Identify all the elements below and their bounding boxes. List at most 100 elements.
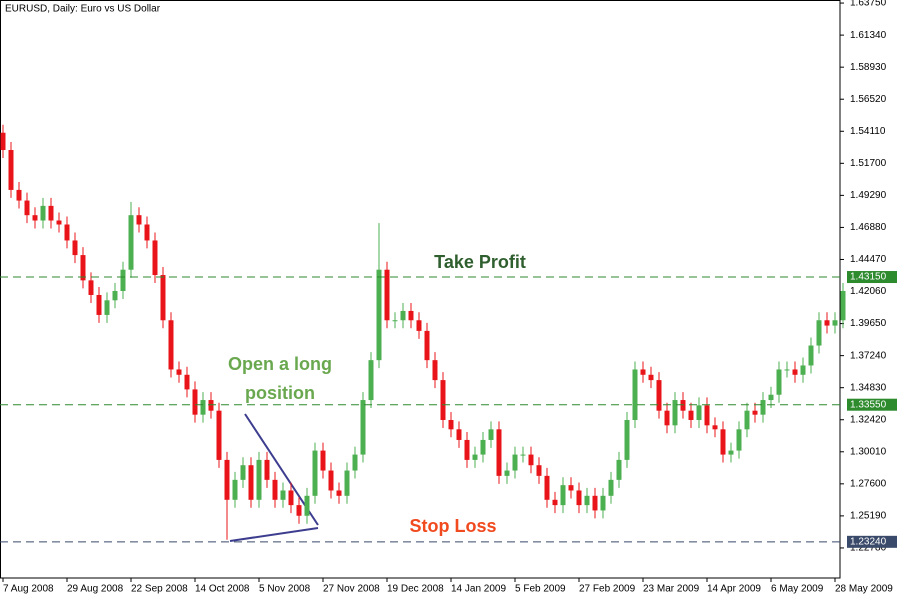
candle-body xyxy=(832,320,838,326)
candle-body xyxy=(544,475,550,500)
candle-body xyxy=(776,369,782,395)
candle-body xyxy=(808,345,814,366)
candle-body xyxy=(232,479,238,500)
candle-body xyxy=(512,454,518,471)
candle-body xyxy=(216,410,222,460)
candle-body xyxy=(552,499,558,506)
y-tick-label: 1.27600 xyxy=(850,478,887,489)
annotation: Open a long position xyxy=(227,354,332,403)
candle-body xyxy=(440,380,446,421)
y-tick-label: 1.25190 xyxy=(850,511,887,522)
candle-body xyxy=(200,400,206,415)
x-tick-label: 6 May 2009 xyxy=(771,584,824,595)
candle-body xyxy=(616,459,622,480)
y-tick-label: 1.46880 xyxy=(850,222,887,233)
y-tick-label: 1.51700 xyxy=(850,158,887,169)
candle-body xyxy=(496,429,502,476)
y-tick-label: 1.56520 xyxy=(850,94,887,105)
x-tick-label: 27 Feb 2009 xyxy=(579,584,636,595)
price-label: 1.33550 xyxy=(850,399,887,410)
candle-body xyxy=(280,490,286,500)
candle-body xyxy=(40,205,46,221)
candle-body xyxy=(520,454,526,456)
x-tick-label: 22 Sep 2008 xyxy=(131,584,188,595)
candle-body xyxy=(272,479,278,500)
candle-body xyxy=(160,275,166,321)
candle-body xyxy=(304,495,310,516)
candle-body xyxy=(736,429,742,451)
price-label-box xyxy=(847,398,897,411)
candle-body xyxy=(264,459,270,480)
x-tick-label: 14 Apr 2009 xyxy=(707,584,761,595)
candle-body xyxy=(536,465,542,476)
x-tick-label: 19 Dec 2008 xyxy=(387,584,444,595)
candle-body xyxy=(336,490,342,496)
candle-body xyxy=(208,400,214,411)
candle-body xyxy=(728,450,734,455)
candle-body xyxy=(672,400,678,426)
candle-body xyxy=(352,454,358,471)
candle-body xyxy=(744,410,750,430)
candle-body xyxy=(824,320,830,326)
candle-body xyxy=(408,310,414,321)
candle-body xyxy=(424,330,430,361)
candle-body xyxy=(472,454,478,460)
candle-body xyxy=(104,300,110,315)
candle-body xyxy=(184,374,190,390)
candle-body xyxy=(488,429,494,440)
candle-body xyxy=(688,410,694,421)
y-tick-label: 1.58930 xyxy=(850,62,887,73)
candle-body xyxy=(800,365,806,375)
candle-body xyxy=(712,425,718,430)
x-tick-label: 14 Jan 2009 xyxy=(451,584,506,595)
candle-body xyxy=(0,132,6,151)
candle-body xyxy=(760,400,766,415)
candle-body xyxy=(224,459,230,500)
candle-body xyxy=(528,454,534,466)
y-tick-label: 1.30010 xyxy=(850,446,887,457)
y-tick-label: 1.34830 xyxy=(850,382,887,393)
candle-body xyxy=(112,290,118,301)
chart-title: EURUSD, Daily: Euro vs US Dollar xyxy=(5,4,161,15)
price-label: 1.23240 xyxy=(850,536,887,547)
candle-body xyxy=(256,459,262,500)
candle-body xyxy=(96,294,102,315)
candle-body xyxy=(632,369,638,421)
x-tick-label: 23 Mar 2009 xyxy=(643,584,700,595)
candle-body xyxy=(432,360,438,381)
candle-body xyxy=(768,394,774,401)
candle-body xyxy=(448,420,454,430)
candle-body xyxy=(312,450,318,496)
candle-body xyxy=(560,485,566,506)
candle-body xyxy=(752,410,758,415)
price-label-box xyxy=(847,535,897,548)
candle-body xyxy=(192,389,198,415)
candle-body xyxy=(32,215,38,221)
candle-body xyxy=(248,465,254,500)
y-tick-label: 1.61340 xyxy=(850,30,887,41)
candle-body xyxy=(24,200,30,216)
candle-body xyxy=(144,224,150,241)
candle-body xyxy=(568,485,574,491)
candle-body xyxy=(344,470,350,496)
candle-body xyxy=(376,269,382,361)
candle-body xyxy=(152,240,158,276)
y-tick-label: 1.32420 xyxy=(850,414,887,425)
candle-body xyxy=(784,369,790,371)
candle-body xyxy=(576,490,582,506)
candle-body xyxy=(640,369,646,375)
y-tick-label: 1.22780 xyxy=(850,543,887,554)
candle-body xyxy=(664,410,670,426)
candle-body xyxy=(368,360,374,401)
x-tick-label: 14 Oct 2008 xyxy=(195,584,250,595)
candle-body xyxy=(600,495,606,511)
candle-body xyxy=(360,400,366,455)
x-tick-label: 5 Feb 2009 xyxy=(515,584,566,595)
candle-body xyxy=(48,205,54,221)
trend-line xyxy=(229,527,319,542)
candle-body xyxy=(384,269,390,321)
candle-body xyxy=(648,374,654,381)
candle-body xyxy=(608,479,614,496)
